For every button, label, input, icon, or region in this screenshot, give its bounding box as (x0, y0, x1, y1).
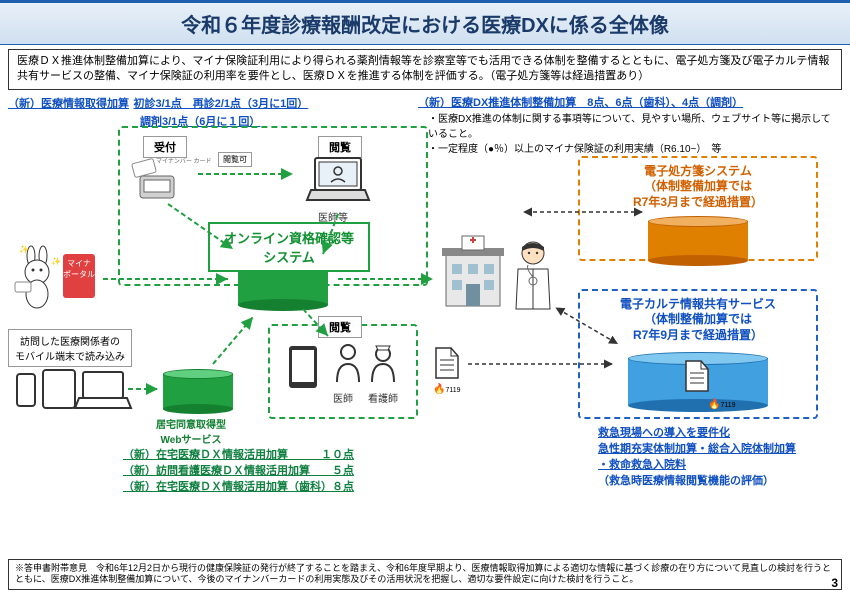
arrow-hosp-eps (518, 202, 658, 222)
webservice-label: 居宅同意取得型 Webサービス (156, 416, 226, 446)
tablet-icon (283, 342, 323, 397)
doctor-caption: 医師 (333, 390, 353, 405)
portal-icon: マイナ ポータル (63, 254, 95, 298)
page-number: 3 (831, 576, 838, 590)
orange-cylinder (648, 216, 748, 266)
arrow-laptop-cyl (318, 209, 358, 259)
blue-link-0: 救急現場への導入を要件化 (598, 424, 796, 440)
right-bullet2: ・一定程度（●％）以上のマイナ保険証の利用実績（R6.10~） 等 (428, 140, 838, 155)
fire-icon-2: 🔥7119 (708, 399, 736, 410)
arrow-recep-browse (193, 164, 303, 184)
left-header: （新）医療情報取得加算 初診3/1点 再診2/1点（3月に1回） 調剤3/1点（… (8, 94, 408, 130)
right-header-prefix: （新）医療DX推進体制整備加算 8点、6点（歯科）、4点（調剤） (418, 94, 838, 110)
left-header-prefix: （新）医療情報取得加算 (8, 98, 129, 110)
webservice-cylinder (163, 369, 233, 414)
title-bar: 令和６年度診療報酬改定における医療DXに係る全体像 (0, 0, 850, 45)
doc-icon (433, 346, 461, 380)
green-link-2: （新）在宅医療ＤＸ情報活用加算（歯科）８点 (123, 478, 354, 494)
description-text: 医療ＤＸ推進体制整備加算により、マイナ保険証利用により得られる薬剤情報等を診察室… (17, 55, 829, 82)
arrow-doc-ehr (463, 354, 623, 374)
blue-link-2: ・救命救急入院料 (598, 456, 796, 472)
nurse-caption: 看護師 (368, 390, 398, 405)
arrow-ws-main (208, 309, 268, 369)
reception-label: 受付 (143, 136, 187, 158)
footnote-text: ※答申書附帯意見 令和6年12月2日から現行の健康保険証の発行が終了することを踏… (15, 563, 831, 585)
blue-links-block: 救急現場への導入を要件化 急性期充実体制加算・総合入院体制加算 ・救命救急入院料… (598, 424, 796, 488)
arrow-dev-ws (126, 379, 166, 399)
footnote-box: ※答申書附帯意見 令和6年12月2日から現行の健康保険証の発行が終了することを踏… (8, 559, 842, 590)
hospital-icon (438, 234, 518, 314)
mobile-read-label: 訪問した医療関係者の モバイル端末で読み込み (8, 329, 132, 367)
arrow-main-browse2 (298, 304, 338, 344)
left-header-line1: 初診3/1点 再診2/1点（3月に1回） (133, 98, 308, 110)
doctor-figure-icon (508, 239, 558, 314)
doc-on-cyl-icon (683, 359, 711, 393)
blue-link-3: （救急時医療情報閲覧機能の評価） (598, 472, 796, 488)
laptop-icon (303, 154, 373, 209)
page-title: 令和６年度診療報酬改定における医療DXに係る全体像 (12, 9, 838, 38)
rabbit-icon: ✨✨ (13, 244, 63, 309)
blue-link-1: 急性期充実体制加算・総合入院体制加算 (598, 440, 796, 456)
right-header: （新）医療DX推進体制整備加算 8点、6点（歯科）、4点（調剤） ・医療DX推進… (418, 94, 838, 155)
arrow-portal-cyl (98, 269, 238, 289)
arrow-hosp-ehr (553, 304, 633, 354)
description-box: 医療ＤＸ推進体制整備加算により、マイナ保険証利用により得られる薬剤情報等を診察室… (8, 49, 842, 90)
green-links-block: （新）在宅医療ＤＸ情報活用加算 １０点 （新）訪問看護医療ＤＸ情報活用加算 ５点… (123, 446, 354, 494)
doctor-person-icon (333, 342, 363, 387)
green-link-0: （新）在宅医療ＤＸ情報活用加算 １０点 (123, 446, 354, 462)
svg-text:✨: ✨ (51, 257, 61, 266)
fire-icon-1: 🔥7119 (433, 384, 461, 395)
nurse-person-icon (368, 342, 398, 387)
svg-text:✨: ✨ (19, 245, 29, 254)
arrow-recep-cyl (158, 199, 248, 259)
mobile-devices-icon (13, 366, 133, 416)
arrow-cyl-hosp (333, 269, 443, 289)
green-link-1: （新）訪問看護医療ＤＸ情報活用加算 ５点 (123, 462, 354, 478)
right-bullet1: ・医療DX推進の体制に関する事項等について、見やすい場所、ウェブサイト等に掲示し… (428, 110, 838, 140)
diagram-stage: （新）医療情報取得加算 初診3/1点 再診2/1点（3月に1回） 調剤3/1点（… (8, 94, 842, 524)
